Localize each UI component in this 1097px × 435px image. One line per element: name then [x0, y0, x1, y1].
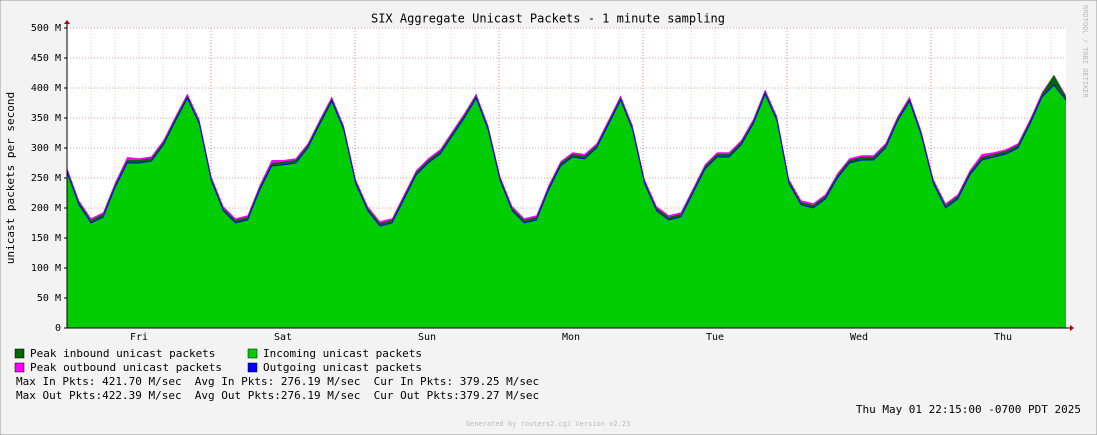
x-arrow: [1070, 325, 1074, 331]
footer: Generated by routers2.cgi Version v2.23: [466, 420, 630, 428]
line: [66, 84, 1067, 227]
y-tick-label: 350 M: [31, 113, 61, 124]
axes: [64, 20, 1074, 331]
stats-line: Max Out Pkts:422.39 M/sec Avg Out Pkts:2…: [16, 389, 539, 402]
legend-label: Outgoing unicast packets: [263, 361, 422, 374]
legend-swatch: [247, 348, 258, 359]
legend-swatch: [14, 362, 25, 373]
y-tick-label: 0: [55, 323, 61, 334]
y-tick-label: 400 M: [31, 83, 61, 94]
watermark: RRDTOOL / TOBI OETIKER: [1081, 5, 1089, 99]
x-tick-label: Thu: [994, 332, 1012, 343]
y-axis-title: unicast packets per second: [4, 92, 17, 264]
area: [67, 85, 1066, 328]
x-tick-label: Tue: [706, 332, 724, 343]
x-tick-label: Mon: [562, 332, 580, 343]
x-tick-label: Sat: [274, 332, 292, 343]
x-tick-label: Fri: [130, 332, 148, 343]
y-tick-label: 200 M: [31, 203, 61, 214]
x-tick-label: Sun: [418, 332, 436, 343]
legend-label: Peak inbound unicast packets: [30, 347, 215, 360]
y-tick-label: 500 M: [31, 23, 61, 34]
y-tick-label: 300 M: [31, 143, 61, 154]
y-tick-label: 50 M: [37, 293, 61, 304]
y-arrow: [64, 20, 70, 24]
timestamp: Thu May 01 22:15:00 -0700 PDT 2025: [856, 403, 1081, 416]
legend-swatch: [247, 362, 258, 373]
legend-label: Incoming unicast packets: [263, 347, 422, 360]
stats-line: Max In Pkts: 421.70 M/sec Avg In Pkts: 2…: [16, 375, 539, 388]
y-tick-label: 100 M: [31, 263, 61, 274]
chart-title: SIX Aggregate Unicast Packets - 1 minute…: [371, 12, 725, 26]
legend-label: Peak outbound unicast packets: [30, 361, 222, 374]
y-tick-label: 450 M: [31, 53, 61, 64]
y-tick-label: 250 M: [31, 173, 61, 184]
y-tick-label: 150 M: [31, 233, 61, 244]
x-tick-label: Wed: [850, 332, 868, 343]
marks: [66, 74, 1067, 328]
legend-swatch: [14, 348, 25, 359]
